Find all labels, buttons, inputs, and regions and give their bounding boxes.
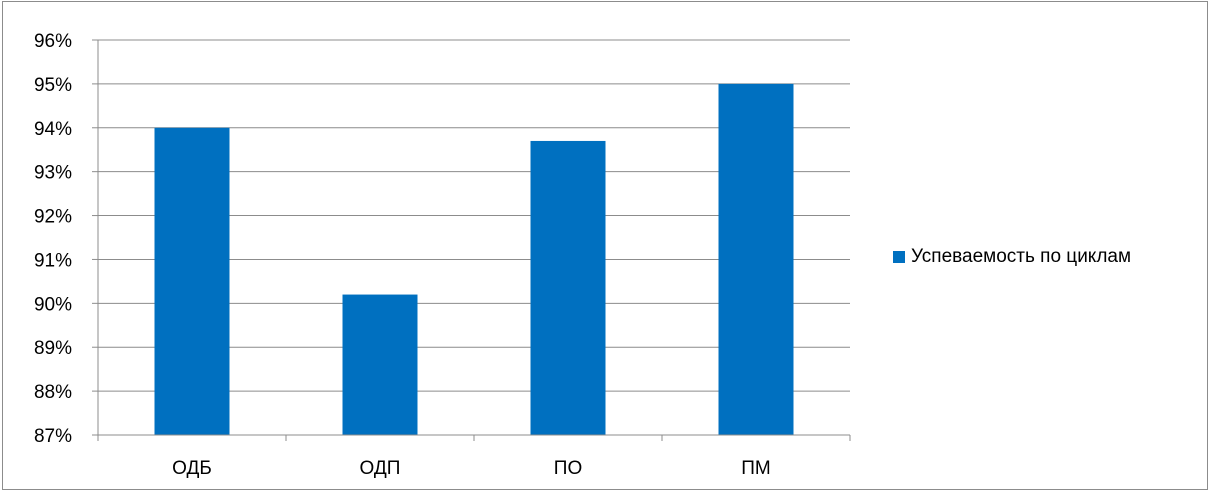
bars	[154, 83, 794, 436]
y-tick-label: 93%	[34, 163, 72, 184]
y-tick-label: 91%	[34, 250, 72, 271]
x-tick-label: ПМ	[741, 458, 770, 479]
x-tick-label: ОДП	[360, 458, 401, 479]
x-tick-label: ПО	[554, 458, 582, 479]
y-tick-label: 95%	[34, 75, 72, 96]
axes	[92, 39, 851, 441]
bar	[718, 83, 794, 435]
y-tick-label: 87%	[34, 426, 72, 447]
bar	[342, 294, 418, 435]
x-tick-label: ОДБ	[172, 458, 212, 479]
tick-labels: 87% 88% 89% 90% 91% 92% 93% 94% 95% 96% ОДБ ОДП ПО ПМ	[34, 31, 771, 479]
bar	[154, 127, 230, 436]
legend-label: Успеваемость по циклам	[911, 246, 1132, 267]
legend-swatch	[893, 251, 905, 263]
y-tick-label: 89%	[34, 338, 72, 359]
y-tick-label: 94%	[34, 119, 72, 140]
y-tick-label: 90%	[34, 294, 72, 315]
bar	[530, 140, 606, 435]
y-tick-label: 96%	[34, 31, 72, 52]
y-tick-label: 92%	[34, 207, 72, 228]
y-tick-label: 88%	[34, 382, 72, 403]
legend: Успеваемость по циклам	[893, 246, 1131, 268]
